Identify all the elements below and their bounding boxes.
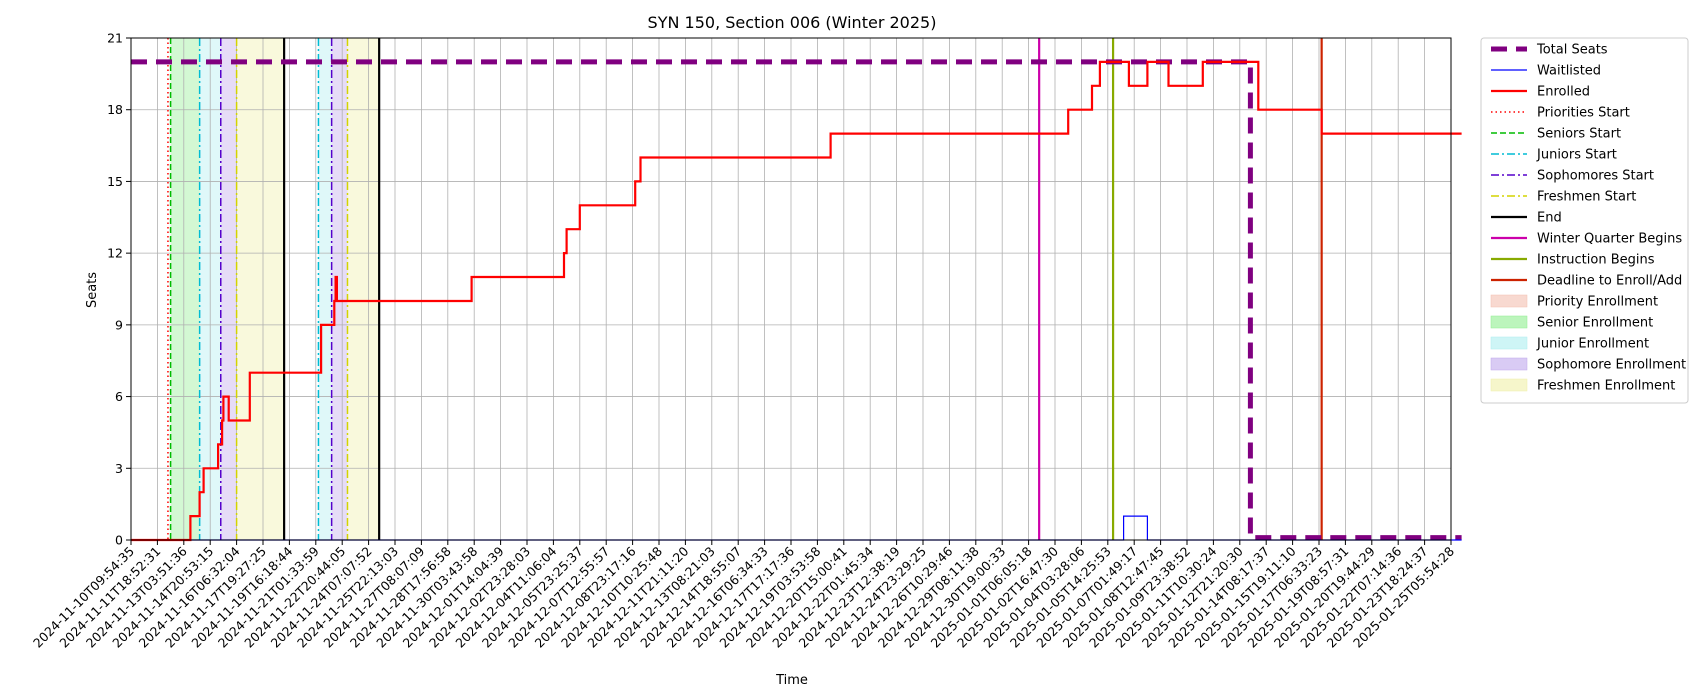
y-tick-label: 0 [115, 533, 123, 548]
shaded-region [170, 38, 200, 540]
plot-area: 0369121518212024-11-10T09:54:352024-11-1… [30, 31, 1462, 651]
legend-box [1480, 37, 1689, 404]
y-tick-label: 15 [107, 174, 123, 189]
legend-label: Seniors Start [1537, 127, 1621, 142]
series-line [131, 60, 1462, 542]
legend: Total Seats Waitlisted Enrolled Priorities … [1480, 37, 1689, 404]
shaded-region [236, 38, 285, 540]
shaded-region [220, 38, 237, 540]
legend-label: Priority Enrollment [1537, 295, 1658, 310]
legend-label: Enrolled [1537, 85, 1590, 100]
y-tick-label: 12 [107, 246, 123, 261]
series-line [131, 59, 1462, 541]
y-axis-label: Seats [85, 272, 100, 308]
legend-label: Instruction Begins [1537, 253, 1655, 268]
chart-title: SYN 150, Section 006 (Winter 2025) [648, 13, 937, 32]
shaded-region [331, 38, 348, 540]
y-tick-label: 21 [107, 31, 123, 46]
legend-label: Sophomores Start [1537, 169, 1654, 184]
shaded-region [318, 38, 332, 540]
y-tick-label: 18 [107, 102, 123, 117]
legend-label: Freshmen Start [1537, 190, 1636, 205]
legend-swatch [1490, 315, 1528, 329]
legend-label: Junior Enrollment [1536, 337, 1649, 352]
legend-label: Priorities Start [1537, 106, 1630, 121]
legend-label: Waitlisted [1537, 64, 1601, 79]
x-axis-label: Time [775, 673, 808, 688]
legend-label: Senior Enrollment [1537, 316, 1653, 331]
shaded-region [347, 38, 380, 540]
legend-label: Winter Quarter Begins [1537, 232, 1682, 247]
legend-label: Juniors Start [1536, 148, 1617, 163]
y-tick-label: 9 [115, 317, 123, 332]
y-tick-label: 6 [115, 389, 123, 404]
legend-swatch [1490, 336, 1528, 350]
legend-swatch [1490, 357, 1528, 371]
legend-swatch [1490, 294, 1528, 308]
legend-label: Freshmen Enrollment [1537, 379, 1675, 394]
legend-swatch [1490, 378, 1528, 392]
legend-label: Sophomore Enrollment [1537, 358, 1686, 373]
legend-label: Deadline to Enroll/Add [1537, 274, 1682, 289]
y-tick-label: 3 [115, 461, 123, 476]
legend-label: End [1537, 211, 1562, 226]
legend-label: Total Seats [1536, 43, 1608, 58]
